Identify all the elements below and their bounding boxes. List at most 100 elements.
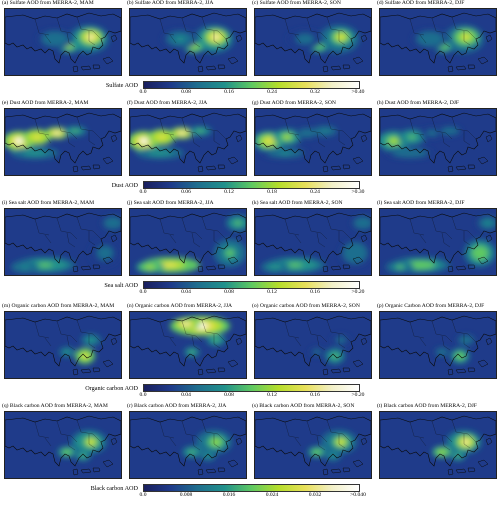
aod-field [434,334,476,364]
aod-map [129,108,247,176]
colorbar-gradient [143,484,360,492]
aod-hotspot [110,221,116,225]
island-outline [217,467,226,473]
colorbar-tick-label: >0.040 [350,492,366,498]
island-outline [80,468,92,474]
colorbar-label: Dust AOD [111,182,138,189]
country-borders [34,419,102,451]
island-outline [330,165,342,171]
island-outline [477,459,489,468]
colorbar-tick-label: 0.0 [139,492,147,498]
colorbar-tick-label: 0.0 [139,289,147,295]
map-canvas [255,412,371,478]
aod-hotspot [158,135,166,139]
island-outline [352,56,364,65]
island-outline [455,165,467,171]
aod-map [4,108,122,176]
coastline [5,112,121,164]
aod-hotspot [338,35,344,39]
colorbar-tick-label: >0.40 [351,89,365,95]
island-outline [447,65,454,73]
island-outline [80,65,92,71]
aod-map [254,411,372,479]
aod-hotspot [88,338,94,342]
aod-map [379,208,497,276]
aod-hotspot [463,338,469,342]
aod-map [4,411,122,479]
aod-map [129,8,247,76]
country-borders [284,116,352,148]
aod-map [254,311,372,379]
island-outline [235,234,243,243]
coastline [130,212,246,264]
aod-hotspot [429,131,435,135]
country-borders [409,419,477,451]
coastline [5,315,121,367]
island-outline [205,265,217,271]
island-outline [447,468,454,476]
panel-title: (b) Sulfate AOD from MERRA-2, JJA [127,0,214,6]
aod-hotspot [64,450,70,454]
island-outline [110,134,118,143]
island-outline [342,164,351,170]
colorbar-tick-label: 0.12 [224,189,234,195]
aod-hotspot [140,138,148,144]
island-outline [360,134,368,143]
country-borders [34,116,102,148]
island-outline [110,234,118,243]
island-outline [92,164,101,170]
aod-hotspot [226,249,234,257]
aod-hotspot [316,45,322,49]
map-canvas [5,109,121,175]
map-canvas [130,9,246,75]
island-outline [72,165,79,173]
island-outline [352,459,364,468]
aod-hotspot [314,450,320,454]
country-borders [284,216,352,248]
coastline [130,415,246,467]
colorbar-gradient [143,181,360,189]
island-outline [360,234,368,243]
map-canvas [380,209,496,275]
aod-hotspot [162,263,178,267]
panel-title: (k) Sea salt AOD from MERRA-2, SON [252,200,343,206]
island-outline [102,459,114,468]
panel-title: (a) Sulfate AOD from MERRA-2, MAM [2,0,94,6]
map-canvas [255,209,371,275]
colorbar-tick-label: 0.008 [179,492,193,498]
aod-hotspot [439,450,445,454]
aod-hotspot [463,440,469,444]
island-outline [330,468,342,474]
aod-field [287,25,359,53]
island-outline [110,34,118,43]
panel-title: (f) Dust AOD from MERRA-2, JJA [127,100,208,106]
colorbar-gradient [143,81,360,89]
island-outline [205,65,217,71]
aod-hotspot [476,249,484,257]
aod-hotspot [88,440,94,444]
island-outline [352,359,364,368]
aod-hotspot [360,221,366,225]
colorbar-tick-label: 0.04 [181,289,191,295]
aod-field [261,215,371,273]
country-borders [159,419,227,451]
panel-title: (t) Black carbon AOD from MERRA-2, DJF [377,403,477,409]
aod-hotspot [182,322,190,326]
colorbar-sulfate: Sulfate AOD 0.0 0.08 0.16 0.24 0.32 >0.40 [0,80,500,98]
coastline [380,112,496,164]
aod-hotspot [390,138,398,144]
aod-hotspot [146,265,154,269]
island-outline [102,256,114,265]
panel-title: (o) Organic carbon AOD from MERRA-2, SON [252,303,360,309]
coastline [130,12,246,64]
map-background [380,312,496,378]
country-borders [34,319,102,351]
aod-hotspot [33,135,41,139]
aod-map [129,411,247,479]
colorbar-label: Sulfate AOD [105,82,138,89]
island-outline [467,367,476,373]
island-outline [197,65,204,73]
country-borders [284,16,352,48]
aod-hotspot [191,45,197,49]
aod-hotspot [338,338,344,342]
